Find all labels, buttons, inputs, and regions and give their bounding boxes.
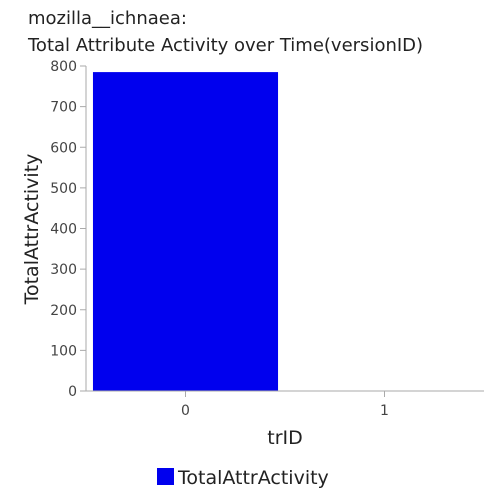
y-tick-label: 0 [68, 384, 77, 400]
legend: TotalAttrActivity [157, 467, 329, 489]
y-axis-label: TotalAttrActivity [21, 154, 43, 306]
y-tick-label: 200 [50, 303, 77, 319]
chart-title-line-1: mozilla__ichnaea: [28, 8, 187, 29]
y-tick-label: 300 [50, 262, 77, 278]
y-tick-label: 800 [50, 59, 77, 75]
chart-title-line-2: Total Attribute Activity over Time(versi… [27, 35, 423, 56]
x-axis-label: trID [267, 427, 303, 449]
legend-swatch [157, 468, 174, 485]
y-tick-label: 100 [50, 343, 77, 359]
y-tick-label: 400 [50, 222, 77, 238]
x-tick-label: 0 [181, 403, 190, 419]
y-tick-label: 500 [50, 181, 77, 197]
x-tick-label: 1 [380, 403, 389, 419]
legend-label: TotalAttrActivity [177, 467, 329, 489]
bar [92, 72, 279, 391]
plot-area: 0 100 200 300 400 500 600 700 800 0 1 [50, 59, 389, 419]
y-tick-label: 700 [50, 100, 77, 116]
y-tick-label: 600 [50, 140, 77, 156]
